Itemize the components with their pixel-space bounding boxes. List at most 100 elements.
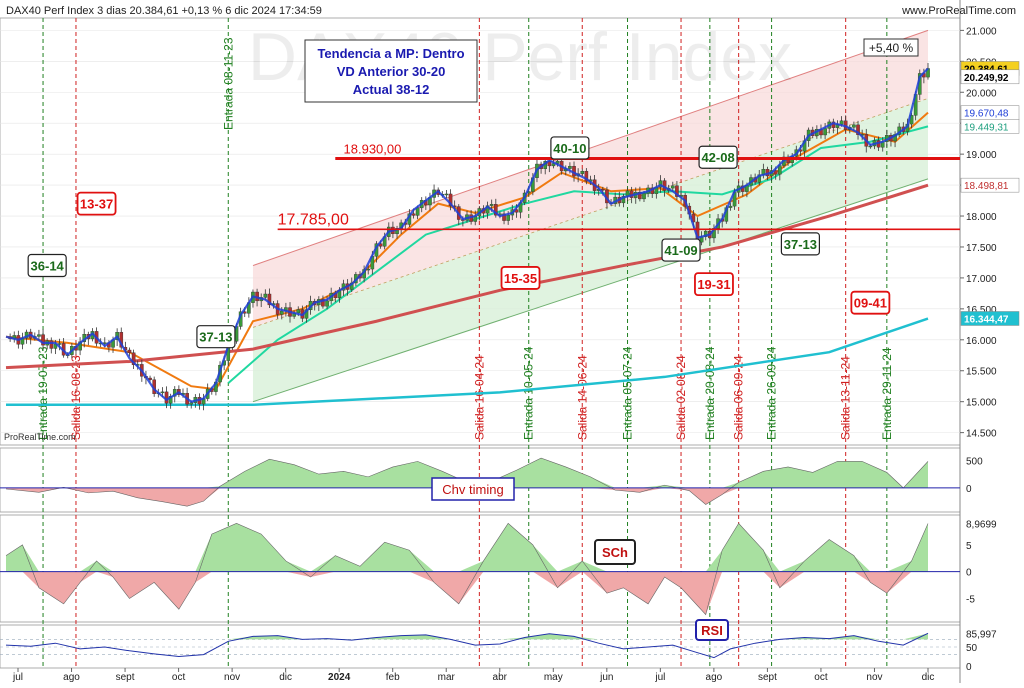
sch-positive-area	[6, 523, 928, 572]
signal-label-entry: Entrada 05-07-24	[621, 346, 635, 440]
candle-body	[856, 124, 860, 135]
score-box	[76, 191, 117, 216]
signal-label-exit: Salida 06-09-24	[732, 355, 746, 440]
price-label-box	[960, 69, 1020, 85]
channel-mid-line	[252, 98, 929, 328]
sch-tick-label: 8,9699	[966, 520, 997, 531]
chv-positive-area	[6, 458, 928, 488]
signal-label-entry: Entrada 29-11-24	[880, 347, 894, 440]
info-line-2: VD Anterior 30-20	[337, 64, 446, 79]
candle-body	[49, 340, 54, 349]
x-tick-label: feb	[386, 672, 400, 683]
candle-body	[411, 213, 416, 216]
y-tick-label: 16.500	[966, 305, 997, 316]
candle-body	[444, 193, 449, 196]
candle-body	[580, 171, 585, 174]
signal-label-entry: Entrada 20-08-24	[703, 346, 717, 440]
info-box: Tendencia a MP: Dentro VD Anterior 30-20…	[304, 39, 478, 103]
candle-body	[506, 214, 510, 221]
candle-body	[415, 207, 420, 216]
score-label: 36-14	[31, 259, 65, 274]
price-label: 18.498,81	[964, 181, 1009, 192]
candle-body	[41, 334, 45, 346]
sch-negative-area	[6, 571, 928, 615]
x-tick-label: may	[544, 672, 563, 683]
candle-body	[263, 293, 268, 298]
y-tick-label: 20.000	[966, 88, 997, 99]
rsi-title: RSI	[701, 623, 723, 638]
candle-body	[823, 128, 827, 136]
rsi-panel: 85,997 50 0	[0, 629, 997, 673]
sch-panel: 8,9699 5 0 -5	[0, 520, 997, 616]
candle-body	[852, 124, 856, 128]
score-box	[698, 145, 738, 169]
candle-body	[321, 299, 325, 307]
candle-body	[671, 185, 675, 189]
price-label-box	[960, 177, 1020, 193]
site-url[interactable]: www.ProRealTime.com	[901, 5, 1016, 17]
score-box	[196, 325, 236, 349]
resistance-lines: 18.930,00 17.785,00	[277, 141, 960, 231]
chv-title-box: Chv timing	[431, 477, 515, 501]
candle-body	[279, 310, 284, 315]
candle-body	[584, 171, 589, 182]
candle-body	[773, 170, 778, 175]
score-label: 42-08	[701, 150, 734, 165]
x-tick-label: ago	[63, 672, 80, 683]
resistance-label-upper: 18.930,00	[344, 141, 402, 156]
candle-body	[675, 185, 679, 197]
chv-tick-label: 500	[966, 456, 983, 467]
x-tick-label: 2024	[328, 672, 351, 683]
source-tag: ProRealTime.com	[4, 432, 76, 442]
x-tick-label: jun	[599, 672, 613, 683]
sch-tick-label: -5	[966, 595, 975, 606]
x-tick-label: dic	[922, 672, 935, 683]
x-tick-label: nov	[866, 672, 882, 683]
y-tick-label: 16.000	[966, 336, 997, 347]
change-badge-text: +5,40 %	[869, 41, 914, 55]
candle-body	[325, 300, 329, 307]
price-label: 19.670,48	[964, 109, 1009, 120]
signal-label-entry: Entrada 26-09-24	[765, 346, 779, 440]
signal-label-entry: Entrada 19-07-23	[36, 346, 50, 440]
candle-body	[502, 213, 506, 221]
score-label: 13-37	[80, 197, 113, 212]
x-tick-label: oct	[172, 672, 186, 683]
y-tick-label: 15.500	[966, 367, 997, 378]
price-label: 20.249,92	[964, 73, 1009, 84]
price-label: 16.344,47	[964, 314, 1009, 325]
x-tick-label: jul	[654, 672, 665, 683]
moving-average-ma_slow	[5, 183, 929, 370]
x-tick-label: oct	[814, 672, 828, 683]
candle-body	[489, 204, 494, 206]
resistance-label-lower: 17.785,00	[278, 211, 349, 228]
candle-body	[494, 204, 498, 216]
x-tick-label: jul	[12, 672, 23, 683]
info-line-3: Actual 38-12	[353, 82, 430, 97]
chv-negative-area	[6, 487, 928, 507]
candle-body	[160, 391, 165, 394]
signal-label-exit: Salida 14-06-24	[575, 355, 589, 440]
rsi-title-box: RSI	[695, 619, 729, 641]
candle-body	[728, 205, 733, 208]
rsi-tick-label: 0	[966, 662, 972, 673]
signal-label-entry: Entrada 10-05-24	[522, 346, 536, 440]
x-tick-label: sept	[116, 672, 135, 683]
sch-title: SCh	[602, 545, 628, 560]
rsi-line	[5, 632, 929, 659]
y-tick-label: 15.000	[966, 398, 997, 409]
price-label-box	[960, 311, 1020, 326]
score-box	[500, 266, 541, 290]
score-label: 09-41	[854, 296, 887, 311]
y-tick-label: 18.000	[966, 212, 997, 223]
candle-body	[37, 334, 41, 337]
y-tick-label: 19.000	[966, 150, 997, 161]
score-box	[694, 272, 734, 297]
candle-body	[642, 193, 646, 200]
x-tick-label: sept	[758, 672, 777, 683]
signal-label-exit: Salida 16-08-23	[69, 355, 83, 440]
candle-body	[839, 120, 844, 125]
candle-body	[189, 402, 194, 405]
